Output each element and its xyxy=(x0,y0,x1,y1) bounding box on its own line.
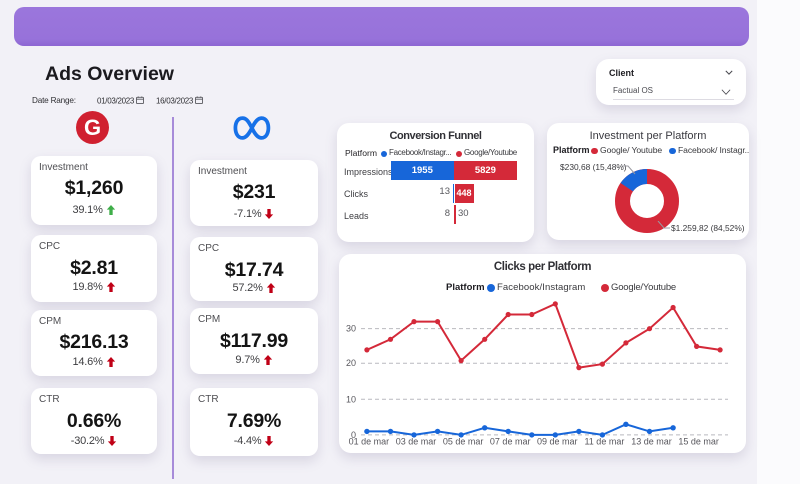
svg-text:0: 0 xyxy=(351,430,356,440)
svg-text:30: 30 xyxy=(346,324,356,334)
svg-text:01 de mar: 01 de mar xyxy=(349,437,390,447)
svg-text:10: 10 xyxy=(346,394,356,404)
svg-text:11 de mar: 11 de mar xyxy=(584,437,624,447)
svg-text:15 de mar: 15 de mar xyxy=(678,437,719,447)
svg-text:20: 20 xyxy=(346,358,356,368)
svg-text:07 de mar: 07 de mar xyxy=(490,437,531,447)
svg-text:09 de mar: 09 de mar xyxy=(537,437,578,447)
svg-text:05 de mar: 05 de mar xyxy=(443,437,484,447)
svg-text:13 de mar: 13 de mar xyxy=(631,437,672,447)
svg-text:03 de mar: 03 de mar xyxy=(396,437,437,447)
